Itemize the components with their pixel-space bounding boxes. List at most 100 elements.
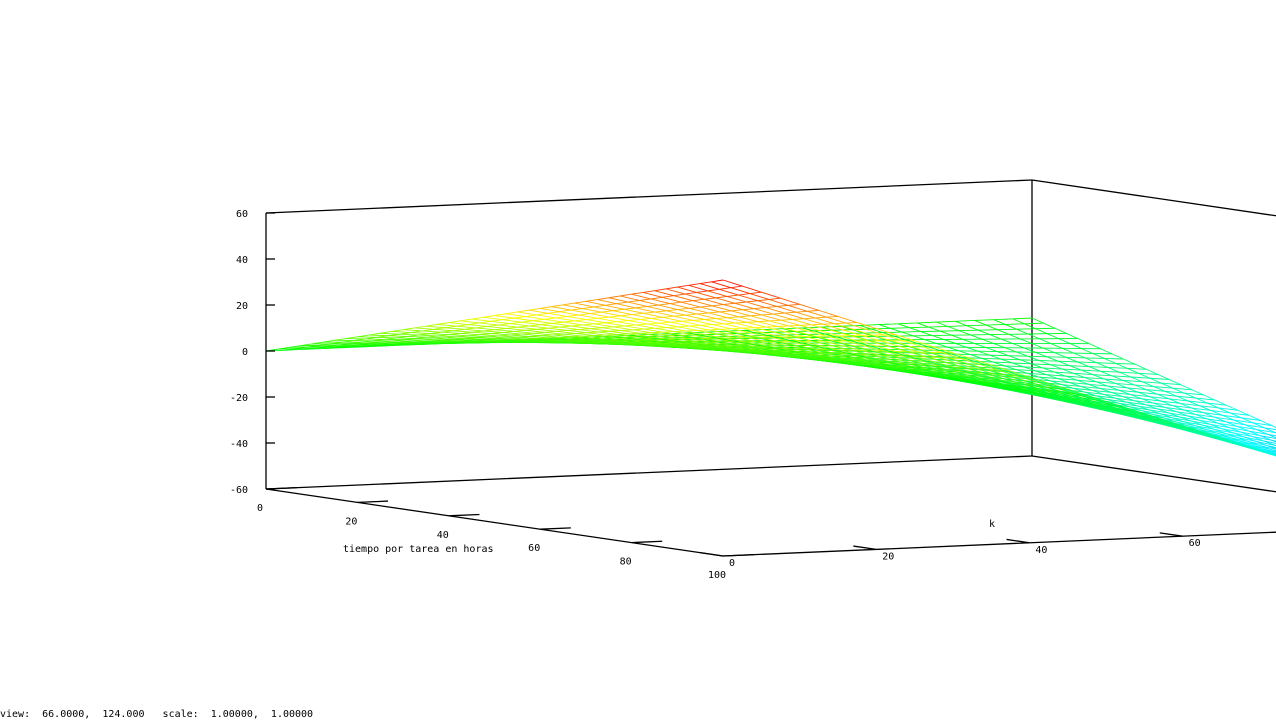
mesh-segment — [1076, 392, 1096, 397]
mesh-segment — [846, 353, 866, 359]
mesh-segment — [589, 311, 602, 315]
mesh-segment — [807, 330, 827, 337]
mesh-segment — [1236, 437, 1257, 442]
mesh-segment — [696, 292, 716, 299]
x-axis-label: tiempo por tarea en horas — [343, 544, 494, 555]
y-tick — [700, 552, 724, 557]
mesh-segment — [1065, 356, 1086, 359]
mesh-segment — [1190, 428, 1210, 436]
mesh-segment — [1095, 395, 1116, 399]
z-tick-label: -40 — [230, 439, 248, 450]
mesh-segment — [788, 325, 808, 332]
mesh-segment — [1206, 429, 1226, 434]
mesh-segment — [529, 325, 549, 329]
mesh-segment — [559, 326, 579, 330]
mesh-segment — [1240, 440, 1260, 447]
mesh-segment — [1263, 448, 1276, 453]
mesh-segment — [674, 341, 694, 345]
mesh-segment — [357, 336, 377, 338]
y-tick-label: 60 — [1189, 538, 1201, 549]
mesh-segment — [1206, 418, 1226, 423]
mesh-segment — [882, 348, 894, 353]
mesh-segment — [864, 345, 885, 352]
mesh-segment — [551, 306, 571, 311]
mesh-segment — [593, 323, 614, 328]
mesh-segment — [1072, 387, 1093, 391]
mesh-segment — [947, 325, 960, 332]
mesh-segment — [994, 373, 1015, 381]
mesh-segment — [670, 343, 691, 347]
mesh-segment — [1210, 410, 1230, 414]
mesh-segment — [1229, 436, 1249, 442]
mesh-segment — [643, 311, 655, 314]
mesh-segment — [514, 339, 534, 341]
mesh-segment — [1012, 318, 1025, 325]
mesh-segment — [639, 298, 651, 301]
mesh-segment — [869, 362, 889, 368]
mesh-segment — [815, 335, 835, 342]
mesh-segment — [1187, 400, 1208, 404]
mesh-segment — [697, 341, 717, 345]
mesh-segment — [663, 341, 683, 345]
mesh-segment — [1165, 390, 1185, 394]
mesh-segment — [711, 304, 724, 307]
mesh-segment — [528, 309, 548, 314]
mesh-segment — [1160, 413, 1180, 418]
mesh-segment — [781, 354, 801, 358]
mesh-segment — [716, 333, 736, 339]
mesh-segment — [521, 320, 533, 323]
mesh-segment — [650, 296, 663, 300]
mesh-segment — [1157, 373, 1170, 380]
mesh-segment — [1136, 415, 1157, 423]
mesh-segment — [1115, 382, 1135, 386]
mesh-segment — [1141, 398, 1162, 402]
mesh-segment — [570, 309, 591, 315]
mesh-segment — [728, 349, 748, 353]
mesh-segment — [593, 322, 606, 325]
mesh-segment — [734, 302, 755, 310]
mesh-segment — [696, 312, 709, 315]
mesh-segment — [433, 328, 453, 332]
mesh-segment — [1132, 411, 1153, 418]
mesh-segment — [985, 364, 1005, 367]
mesh-segment — [704, 318, 716, 320]
mesh-segment — [1202, 412, 1215, 418]
mesh-segment — [562, 304, 583, 309]
mesh-segment — [991, 384, 1011, 390]
mesh-segment — [646, 306, 667, 312]
box-edge — [265, 179, 1033, 214]
mesh-segment — [758, 347, 778, 352]
axis-tick-labels: -60-40-200204060020406080100020406080100 — [230, 209, 1201, 581]
mesh-segment — [998, 369, 1019, 377]
mesh-segment — [1130, 406, 1150, 411]
mesh-segment — [505, 313, 526, 317]
mesh-segment — [1210, 432, 1230, 438]
mesh-segment — [793, 355, 813, 359]
mesh-segment — [471, 331, 492, 335]
mesh-segment — [498, 324, 518, 328]
mesh-segment — [1008, 371, 1028, 374]
mesh-segment — [1050, 364, 1070, 367]
mesh-segment — [1172, 417, 1192, 422]
mesh-segment — [815, 348, 835, 354]
mesh-segment — [707, 290, 728, 297]
mesh-segment — [906, 351, 927, 358]
mesh-segment — [441, 331, 461, 334]
mesh-segment — [1090, 401, 1111, 409]
mesh-segment — [1145, 404, 1165, 408]
mesh-segment — [1004, 324, 1017, 330]
mesh-segment — [985, 323, 1006, 326]
mesh-segment — [506, 327, 526, 331]
mesh-segment — [1145, 389, 1166, 392]
mesh-segment — [715, 295, 728, 299]
mesh-segment — [1122, 396, 1142, 400]
mesh-segment — [973, 360, 994, 363]
mesh-segment — [746, 337, 767, 342]
mesh-segment — [928, 326, 941, 332]
mesh-segment — [773, 331, 793, 338]
mesh-segment — [777, 340, 797, 346]
y-tick — [853, 545, 877, 551]
mesh-segment — [631, 293, 651, 300]
mesh-segment — [1187, 400, 1200, 407]
mesh-segment — [669, 303, 690, 309]
